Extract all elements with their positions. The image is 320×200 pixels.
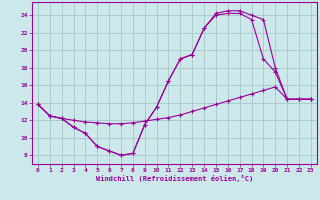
X-axis label: Windchill (Refroidissement éolien,°C): Windchill (Refroidissement éolien,°C) (96, 175, 253, 182)
